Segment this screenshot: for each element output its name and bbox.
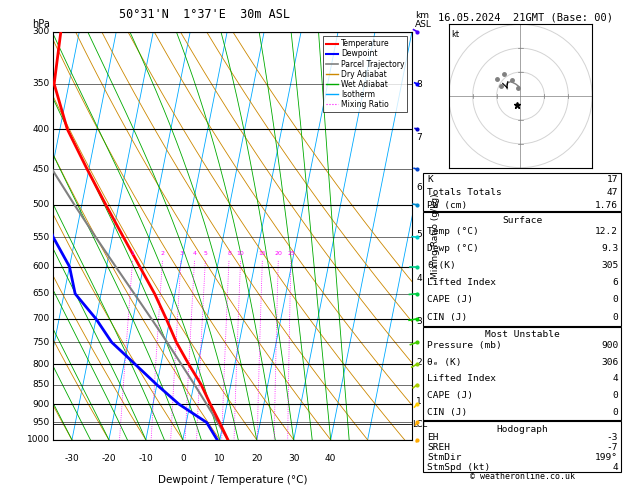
Text: kt: kt (452, 30, 460, 39)
Text: 5: 5 (204, 251, 208, 256)
Text: 1.76: 1.76 (595, 201, 618, 210)
Text: -10: -10 (138, 454, 153, 463)
Text: 15: 15 (259, 251, 266, 256)
Text: 8: 8 (416, 80, 422, 89)
Text: 306: 306 (601, 358, 618, 367)
Text: 4: 4 (192, 251, 197, 256)
Text: 350: 350 (33, 79, 50, 88)
Text: 850: 850 (33, 380, 50, 389)
Text: 6: 6 (613, 278, 618, 287)
Text: -30: -30 (65, 454, 79, 463)
Text: 500: 500 (33, 200, 50, 209)
Text: 5: 5 (416, 229, 422, 239)
Text: 305: 305 (601, 261, 618, 270)
Text: PW (cm): PW (cm) (427, 201, 467, 210)
Text: StmSpd (kt): StmSpd (kt) (427, 463, 491, 472)
Text: 900: 900 (33, 399, 50, 409)
Text: 0: 0 (180, 454, 186, 463)
Text: 8: 8 (227, 251, 231, 256)
Text: Totals Totals: Totals Totals (427, 188, 502, 197)
Text: 0: 0 (613, 391, 618, 400)
Text: hPa: hPa (33, 19, 50, 29)
Text: CAPE (J): CAPE (J) (427, 295, 473, 305)
Text: 4: 4 (416, 274, 422, 283)
Text: 3: 3 (179, 251, 183, 256)
Text: Dewpoint / Temperature (°C): Dewpoint / Temperature (°C) (158, 474, 308, 485)
Text: Dewp (°C): Dewp (°C) (427, 244, 479, 253)
Text: Temp (°C): Temp (°C) (427, 227, 479, 236)
Text: 400: 400 (33, 124, 50, 134)
Text: 40: 40 (325, 454, 337, 463)
Text: 50°31'N  1°37'E  30m ASL: 50°31'N 1°37'E 30m ASL (118, 8, 289, 21)
Text: 2: 2 (416, 358, 422, 366)
Text: 20: 20 (274, 251, 282, 256)
Text: 1000: 1000 (27, 435, 50, 444)
Text: 950: 950 (33, 418, 50, 427)
Text: Surface: Surface (502, 216, 542, 226)
Text: 300: 300 (33, 27, 50, 36)
Text: 20: 20 (251, 454, 262, 463)
Text: 47: 47 (607, 188, 618, 197)
Text: 1: 1 (131, 251, 135, 256)
Legend: Temperature, Dewpoint, Parcel Trajectory, Dry Adiabat, Wet Adiabat, Isotherm, Mi: Temperature, Dewpoint, Parcel Trajectory… (323, 36, 408, 112)
Text: StmDir: StmDir (427, 453, 462, 462)
Text: -7: -7 (607, 443, 618, 451)
Text: CIN (J): CIN (J) (427, 312, 467, 322)
Text: 16.05.2024  21GMT (Base: 00): 16.05.2024 21GMT (Base: 00) (438, 12, 613, 22)
Text: 800: 800 (33, 360, 50, 369)
Text: SREH: SREH (427, 443, 450, 451)
Text: 1: 1 (416, 397, 422, 406)
Text: 550: 550 (33, 233, 50, 242)
Text: -20: -20 (102, 454, 116, 463)
Text: CIN (J): CIN (J) (427, 408, 467, 417)
Text: CAPE (J): CAPE (J) (427, 391, 473, 400)
Text: 10: 10 (214, 454, 226, 463)
Text: 700: 700 (33, 314, 50, 323)
Text: 17: 17 (607, 175, 618, 184)
Text: 7: 7 (416, 133, 422, 142)
Text: Lifted Index: Lifted Index (427, 374, 496, 383)
Text: Most Unstable: Most Unstable (485, 330, 559, 340)
Text: θₑ(K): θₑ(K) (427, 261, 456, 270)
Text: Pressure (mb): Pressure (mb) (427, 341, 502, 350)
Text: 3: 3 (416, 317, 422, 326)
Text: 30: 30 (288, 454, 299, 463)
Text: 199°: 199° (595, 453, 618, 462)
Text: 900: 900 (601, 341, 618, 350)
Text: 600: 600 (33, 262, 50, 271)
Text: EH: EH (427, 433, 438, 442)
Text: θₑ (K): θₑ (K) (427, 358, 462, 367)
Text: Hodograph: Hodograph (496, 425, 548, 434)
Text: Lifted Index: Lifted Index (427, 278, 496, 287)
Text: 25: 25 (287, 251, 295, 256)
Text: -3: -3 (607, 433, 618, 442)
Text: 450: 450 (33, 165, 50, 174)
Text: 2: 2 (160, 251, 165, 256)
Text: 0: 0 (613, 312, 618, 322)
Text: 6: 6 (416, 183, 422, 192)
Text: Mixing Ratio (g/kg): Mixing Ratio (g/kg) (431, 193, 440, 278)
Text: 650: 650 (33, 289, 50, 298)
Text: 0: 0 (613, 408, 618, 417)
Text: 750: 750 (33, 338, 50, 347)
Text: 0: 0 (613, 295, 618, 305)
Text: 4: 4 (613, 374, 618, 383)
Text: km
ASL: km ASL (415, 11, 432, 29)
Text: 12.2: 12.2 (595, 227, 618, 236)
Text: 4: 4 (613, 463, 618, 472)
Text: 10: 10 (237, 251, 245, 256)
Text: LCL: LCL (412, 420, 427, 429)
Text: K: K (427, 175, 433, 184)
Text: 9.3: 9.3 (601, 244, 618, 253)
Text: © weatheronline.co.uk: © weatheronline.co.uk (470, 472, 574, 481)
